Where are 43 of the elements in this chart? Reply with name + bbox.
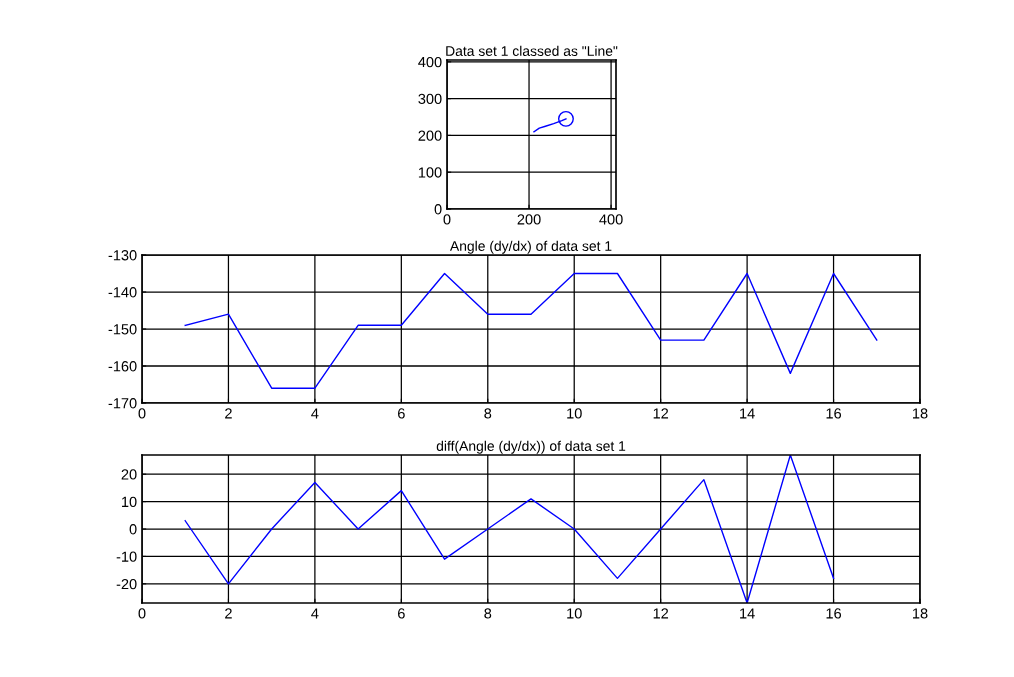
y-tick-label: -150: [108, 324, 137, 335]
x-tick-label: 0: [138, 608, 146, 619]
y-tick-label: -20: [116, 578, 137, 590]
x-tick-label: 4: [311, 408, 319, 419]
y-tick-label: 100: [418, 167, 442, 178]
x-tick-label: 10: [567, 608, 582, 619]
chart-title: diff(Angle (dy/dx)) of data set 1: [436, 440, 626, 454]
x-tick-label: 14: [740, 408, 755, 419]
y-tick-label: 10: [122, 496, 137, 508]
chart-title: Angle (dy/dx) of data set 1: [449, 240, 612, 254]
x-tick-label: 16: [826, 408, 842, 419]
x-tick-label: 0: [138, 408, 146, 419]
y-tick-label: -10: [116, 551, 137, 562]
x-tick-label: 4: [311, 608, 319, 619]
x-tick-label: 6: [398, 608, 405, 619]
y-tick-label: -140: [108, 287, 137, 298]
line-series: [184, 272, 878, 389]
x-tick-label: 14: [740, 608, 755, 619]
x-tick-label: 16: [826, 608, 842, 619]
y-tick-label: -160: [108, 361, 137, 372]
x-tick-label: 200: [517, 214, 541, 225]
y-tick-label: -130: [108, 250, 137, 261]
x-tick-label: 8: [484, 608, 492, 619]
chart-title: Data set 1 classed as "Line": [446, 45, 618, 56]
y-tick-label: -170: [108, 398, 137, 409]
y-tick-label: 20: [121, 469, 137, 480]
y-tick-label: 0: [129, 524, 137, 535]
x-tick-label: 400: [599, 214, 623, 225]
x-tick-label: 8: [484, 408, 492, 419]
y-tick-label: 300: [418, 93, 442, 105]
x-tick-label: 10: [567, 408, 582, 419]
x-tick-label: 2: [225, 608, 232, 619]
y-tick-label: 400: [418, 56, 442, 68]
x-tick-label: 0: [443, 214, 451, 225]
x-tick-label: 18: [913, 408, 928, 419]
y-tick-label: 0: [434, 204, 442, 215]
y-tick-label: 200: [418, 130, 442, 141]
line-series: [184, 455, 835, 603]
x-tick-label: 18: [913, 608, 928, 619]
x-tick-label: 6: [398, 408, 405, 419]
x-tick-label: 2: [225, 408, 232, 419]
x-tick-label: 12: [653, 408, 669, 419]
x-tick-label: 12: [653, 608, 669, 619]
